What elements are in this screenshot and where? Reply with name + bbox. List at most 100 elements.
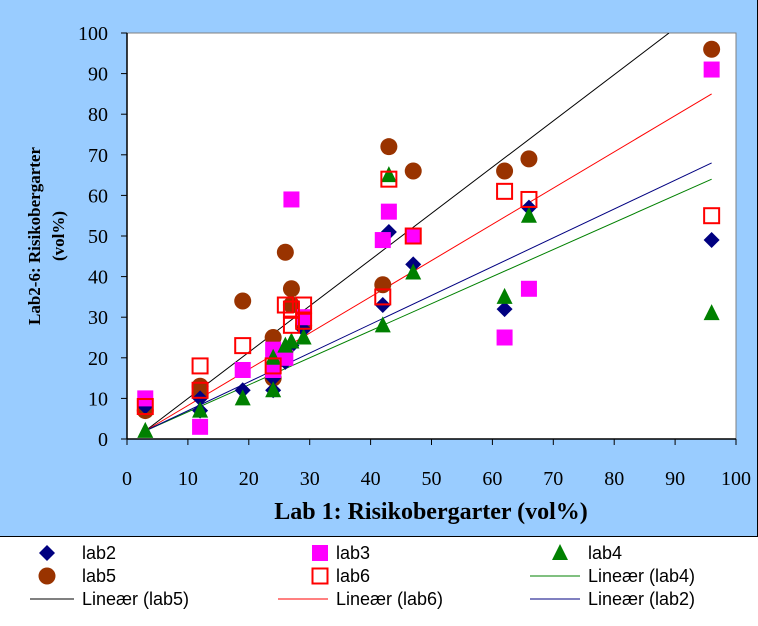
lab6-point	[276, 296, 294, 314]
x-axis-label: Lab 1: Risikobergarter (vol%)	[274, 499, 588, 525]
legend-label: lab3	[336, 543, 370, 563]
legend-item: lab4	[552, 543, 622, 563]
lab4-point	[520, 206, 537, 223]
x-tick-label: 100	[721, 468, 751, 490]
x-tick-label: 60	[482, 468, 502, 490]
lab5-point	[234, 292, 252, 310]
scatter-chart: 0 10 20 30 40 50 60 70 80 90 100 0 10 20 30 40 50 60 70 80 9…	[25, 23, 751, 525]
lab6-point	[380, 170, 398, 188]
legend-item: lab5	[38, 566, 116, 586]
lab4-point	[265, 381, 282, 398]
legend-label: Lineær (lab4)	[588, 566, 695, 586]
lab5-point	[520, 150, 538, 168]
legend-label: lab5	[82, 566, 116, 586]
y-tick-label: 20	[88, 348, 108, 370]
lab3-point	[496, 329, 513, 346]
lab5-point	[380, 138, 398, 156]
lab4-point	[277, 336, 294, 353]
lab6-point	[282, 316, 300, 334]
legend-item: Lineær (lab2)	[530, 589, 695, 609]
lab4-point	[283, 332, 300, 349]
lab3-point	[380, 203, 397, 220]
lab6-point	[520, 190, 538, 208]
lab4-point	[496, 287, 513, 304]
lab5-point	[703, 40, 721, 58]
lab6-point	[264, 357, 282, 375]
y-tick-label: 80	[88, 104, 108, 126]
lab4-point	[380, 166, 397, 183]
legend-label: Lineær (lab2)	[588, 589, 695, 609]
lab5-point	[282, 280, 300, 298]
legend-marker	[38, 567, 56, 585]
x-tick-label: 50	[422, 468, 442, 490]
y-tick-label: 60	[88, 185, 108, 207]
lab3-point	[703, 61, 720, 78]
lab4-point	[405, 263, 422, 280]
lab3-point	[283, 191, 300, 208]
y-tick-label: 90	[88, 64, 108, 86]
lab4-point	[295, 328, 312, 345]
lab6-point	[404, 227, 422, 245]
data-points	[136, 40, 721, 438]
x-tick-label: 40	[361, 468, 381, 490]
legend-marker	[39, 545, 55, 561]
x-tick-label: 90	[665, 468, 685, 490]
legend-label: Lineær (lab6)	[336, 589, 443, 609]
legend-item: Lineær (lab4)	[530, 566, 695, 586]
lab5-point	[374, 276, 392, 294]
x-tick-label: 20	[239, 468, 259, 490]
lab4-point	[265, 348, 282, 365]
lab3-point	[405, 228, 422, 244]
lab3-point	[374, 232, 391, 249]
lab5-point	[496, 162, 514, 180]
x-tick-label: 80	[604, 468, 624, 490]
lab3-point	[520, 280, 537, 297]
lab6-point	[282, 300, 300, 318]
lab6-point	[496, 182, 514, 200]
legend-item: lab6	[311, 566, 370, 586]
x-tick-label: 0	[122, 468, 132, 490]
lab6-point	[295, 312, 313, 330]
lab6-point	[191, 357, 209, 375]
lab3-point	[192, 418, 209, 435]
legend-svg: lab2 lab3 lab4 lab5 lab6 Lineær (lab4) Lineær …	[0, 536, 758, 609]
y-tick-label: 10	[88, 388, 108, 410]
legend-item: Lineær (lab6)	[278, 589, 443, 609]
legend-item: Lineær (lab5)	[30, 589, 189, 609]
legend-label: Lineær (lab5)	[82, 589, 189, 609]
lab6-point	[374, 288, 392, 306]
y-axis-label-line1: Lab2-6: Risikobergarter	[25, 147, 44, 325]
lab5-point	[404, 162, 422, 180]
x-tick-label: 10	[178, 468, 198, 490]
y-tick-label: 100	[78, 23, 108, 45]
legend: lab2 lab3 lab4 lab5 lab6 Lineær (lab4) Lineær …	[0, 536, 758, 621]
y-tick-label: 70	[88, 145, 108, 167]
lab4-point	[374, 316, 391, 333]
x-tick-label: 30	[300, 468, 320, 490]
lab6-point	[703, 207, 721, 225]
lab4-point	[703, 304, 720, 321]
y-tick-label: 30	[88, 307, 108, 329]
legend-label: lab6	[336, 566, 370, 586]
axes: 0 10 20 30 40 50 60 70 80 90 100 0 10 20 30 40 50 60 70 80 9…	[78, 23, 751, 490]
legend-marker	[552, 544, 568, 560]
lab3-point	[234, 361, 251, 378]
y-tick-label: 0	[98, 429, 108, 451]
legend-item: lab2	[39, 543, 116, 563]
lab6-point	[136, 398, 154, 416]
y-tick-label: 40	[88, 267, 108, 289]
y-axis-label: Lab2-6: Risikobergarter (vol%)	[25, 147, 68, 325]
legend-label: lab4	[588, 543, 622, 563]
legend-item: lab3	[312, 543, 370, 563]
legend-label: lab2	[82, 543, 116, 563]
lab4-point	[192, 401, 209, 418]
lab6-point	[191, 381, 209, 399]
x-tick-label: 70	[543, 468, 563, 490]
y-axis-label-line2: (vol%)	[49, 211, 68, 261]
legend-marker	[311, 567, 329, 585]
lab4-point	[137, 421, 154, 438]
legend-marker	[312, 545, 328, 561]
chart-area: 0 10 20 30 40 50 60 70 80 90 100 0 10 20 30 40 50 60 70 80 9…	[0, 0, 758, 536]
lab5-point	[276, 243, 294, 261]
y-tick-label: 50	[88, 226, 108, 248]
